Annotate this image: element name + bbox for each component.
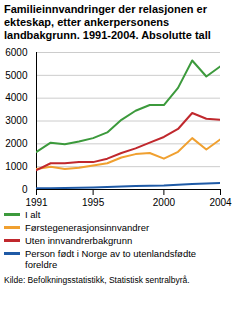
svg-text:5000: 5000 [5, 70, 28, 81]
html-text:Familieinnvandringer der relas: Familieinnvandringer der relasjonen er e… [4, 3, 211, 41]
svg-text:6000: 6000 [5, 47, 28, 58]
html-text:Kilde: Befolkningsstatistikk,: Kilde: Befolkningsstatistikk, Statistisk… [4, 275, 190, 285]
svg-text:1000: 1000 [5, 161, 28, 172]
svg-text:3000: 3000 [5, 115, 28, 126]
svg-text:1991: 1991 [25, 197, 48, 208]
html-text:Uten innvandrerbakgrunn: Uten innvandrerbakgrunn [25, 235, 133, 246]
svg-text:0: 0 [22, 184, 28, 195]
svg-text:2004: 2004 [209, 197, 232, 208]
svg-text:1995: 1995 [82, 197, 105, 208]
svg-text:2000: 2000 [153, 197, 176, 208]
html-text:I alt: I alt [25, 209, 41, 220]
svg-text:4000: 4000 [5, 92, 28, 103]
svg-text:2000: 2000 [5, 138, 28, 149]
html-text:Person født i Norge av to uten: Person født i Norge av to utenlandsfødte… [25, 248, 197, 270]
html-text:Førstegenerasjonsinnvandrer: Førstegenerasjonsinnvandrer [25, 222, 150, 233]
